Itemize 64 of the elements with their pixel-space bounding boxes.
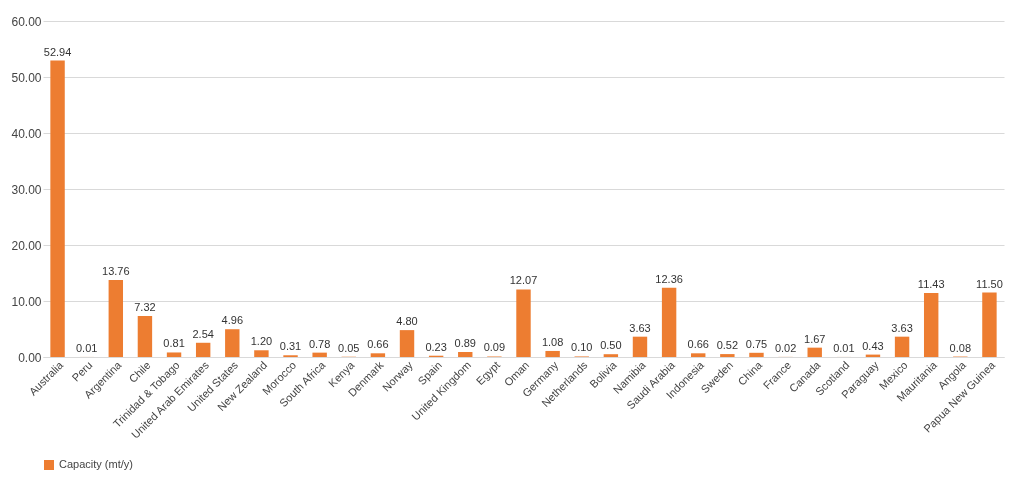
bar	[603, 354, 619, 357]
bar	[108, 279, 124, 357]
bar	[312, 352, 327, 357]
data-label: 3.63	[891, 321, 913, 334]
data-label: 0.08	[949, 341, 972, 354]
data-label: 0.78	[308, 337, 331, 350]
data-label: 0.23	[425, 340, 447, 353]
bar	[923, 292, 939, 357]
data-label: 4.80	[396, 315, 418, 328]
bar	[691, 353, 706, 357]
data-label: 7.32	[134, 301, 156, 314]
data-label: 13.76	[102, 264, 130, 277]
y-tick-label: 50.00	[11, 70, 42, 85]
y-tick-label: 10.00	[11, 294, 42, 309]
bar	[399, 330, 415, 357]
data-label: 0.89	[454, 337, 476, 350]
data-label: 1.67	[804, 332, 826, 345]
data-label: 2.54	[192, 327, 214, 340]
bar	[370, 353, 386, 357]
bar	[137, 316, 153, 357]
bar	[661, 287, 677, 357]
y-tick-label: 20.00	[11, 238, 42, 253]
bar	[458, 352, 473, 357]
data-label: 0.31	[279, 340, 302, 353]
bar	[720, 354, 735, 357]
data-label: 0.50	[600, 339, 622, 352]
data-label: 3.63	[629, 321, 651, 334]
bar	[894, 336, 910, 357]
bar	[545, 350, 560, 357]
data-label: 4.96	[221, 314, 243, 327]
y-tick-label: 40.00	[11, 126, 42, 141]
data-label: 0.43	[862, 339, 884, 352]
bar	[516, 289, 531, 357]
data-label: 1.20	[250, 335, 273, 348]
data-label: 0.66	[687, 338, 709, 351]
data-label: 0.05	[338, 341, 360, 354]
data-label: 1.08	[541, 335, 564, 348]
data-label: 11.43	[917, 277, 945, 290]
bar	[982, 292, 997, 357]
bar	[254, 350, 269, 357]
bar	[807, 347, 822, 357]
y-tick-label: 30.00	[11, 182, 42, 197]
data-label: 0.81	[163, 337, 185, 350]
legend-label: Capacity (mt/y)	[59, 458, 133, 470]
bar	[166, 352, 182, 357]
bar	[749, 352, 764, 357]
data-label: 11.50	[976, 277, 1003, 290]
data-label: 12.07	[509, 274, 538, 287]
data-label: 12.36	[655, 272, 683, 285]
data-label: 0.01	[833, 341, 855, 354]
data-label: 0.09	[483, 341, 506, 354]
data-label: 52.94	[43, 45, 72, 58]
y-tick-label: 60.00	[11, 14, 42, 29]
bar	[195, 342, 211, 357]
data-label: 0.01	[75, 341, 98, 354]
bar	[225, 329, 240, 357]
data-label: 0.75	[745, 337, 768, 350]
bar	[632, 336, 648, 357]
data-label: 0.52	[716, 339, 739, 352]
bar	[50, 60, 65, 357]
y-tick-label: 0.00	[18, 350, 42, 365]
data-label: 0.02	[774, 341, 797, 354]
data-label: 0.10	[571, 341, 593, 354]
data-label: 0.66	[367, 338, 389, 351]
